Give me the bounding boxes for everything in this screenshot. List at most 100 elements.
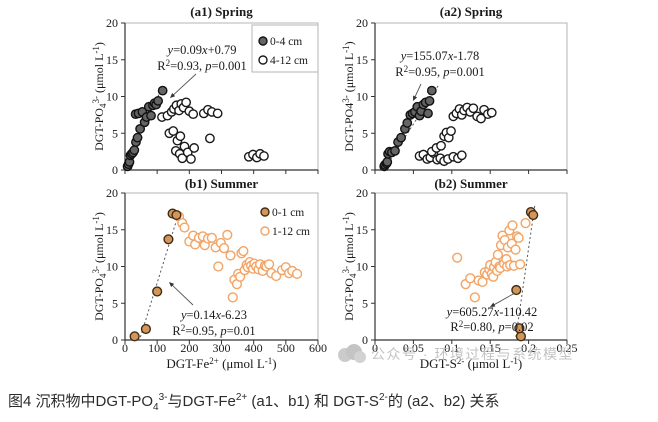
data-point-4-12cm [186, 154, 196, 164]
annotation-arrow [172, 73, 197, 96]
panel-title: (a2) Spring [440, 4, 503, 19]
y-tick-label: 0 [362, 163, 368, 177]
data-point-0-1cm [152, 286, 163, 297]
y-tick-label: 20 [356, 16, 368, 30]
data-point-1-12cm [264, 259, 275, 270]
data-point-1-12cm [507, 220, 518, 231]
data-point-1-12cm [515, 259, 526, 270]
data-point-4-12cm [486, 107, 497, 118]
x-tick-label: 0.1 [444, 341, 459, 355]
y-axis-label: DGT-PO43- (μmol L-1) [91, 42, 108, 151]
y-axis-label: DGT-PO43- (μmol L-1) [341, 41, 356, 151]
regression-equation: y=605.27x-110.42 [445, 305, 538, 319]
panel-title: (a1) Spring [190, 4, 253, 19]
data-point-1-12cm [452, 252, 463, 263]
data-point-0-4cm [402, 118, 413, 128]
y-tick-label: 15 [356, 53, 368, 67]
y-tick-label: 5 [112, 126, 118, 140]
data-point-4-12cm [468, 103, 479, 114]
regression-stats: R2=0.95, p=0.001 [395, 64, 484, 79]
trend-line [139, 211, 180, 338]
y-tick-label: 15 [106, 53, 118, 67]
y-tick-label: 5 [362, 296, 368, 310]
data-point-1-12cm [227, 292, 238, 303]
x-tick-label: 100 [148, 341, 166, 355]
x-tick-label: 0.05 [403, 341, 424, 355]
data-point-0-4cm [382, 157, 393, 167]
caption-segment: 4 [153, 402, 159, 413]
data-point-1-12cm [492, 249, 503, 260]
x-tick-label: 0.25 [557, 341, 578, 355]
data-point-0-4cm [426, 85, 437, 96]
data-point-1-12cm [271, 270, 282, 282]
data-point-0-1cm [140, 323, 152, 335]
x-tick-label: 0.15 [480, 341, 501, 355]
data-point-0-1cm [129, 331, 140, 342]
data-point-0-4cm [153, 96, 164, 106]
data-point-0-4cm [129, 145, 140, 156]
data-point-4-12cm [259, 151, 269, 161]
data-point-4-12cm [189, 143, 200, 153]
regression-equation: y=155.07x-1.78 [399, 49, 480, 63]
legend-marker-filled [260, 207, 270, 217]
y-tick-label: 0 [112, 333, 118, 347]
data-point-1-12cm [179, 222, 190, 233]
y-tick-label: 10 [356, 90, 368, 104]
x-tick-label: 200 [180, 341, 198, 355]
data-point-1-12cm [206, 232, 217, 243]
data-point-0-4cm [132, 132, 143, 143]
caption-segment: 图4 沉积物中DGT-PO [8, 393, 154, 410]
data-point-1-12cm [291, 268, 303, 279]
annotation-arrowhead [170, 92, 176, 98]
y-tick-label: 20 [356, 186, 368, 200]
y-tick-label: 10 [106, 260, 118, 274]
data-point-0-4cm [135, 123, 146, 134]
data-point-4-12cm [456, 150, 467, 161]
legend-marker-filled [258, 36, 268, 46]
y-tick-label: 15 [106, 223, 118, 237]
caption-segment: 与DGT-Fe [167, 393, 236, 410]
plot-frame [374, 22, 568, 171]
x-tick-label: 400 [245, 341, 263, 355]
caption-segment: (a1、b1) 和 DGT-S [247, 393, 379, 410]
data-point-0-1cm [511, 284, 522, 296]
x-tick-label: 500 [277, 341, 295, 355]
y-axis-label: DGT-PO43- (μmol L-1) [341, 212, 358, 321]
data-point-4-12cm [476, 113, 486, 124]
regression-stats: R2=0.95, p=0.01 [172, 323, 255, 338]
y-tick-label: 5 [362, 126, 368, 140]
y-tick-label: 15 [356, 223, 368, 237]
data-point-4-12cm [446, 126, 456, 136]
data-point-4-12cm [181, 97, 192, 108]
y-tick-label: 20 [106, 16, 118, 30]
data-point-0-4cm [146, 110, 156, 121]
data-point-4-12cm [168, 126, 179, 136]
annotation-arrow [414, 83, 422, 98]
data-point-1-12cm [222, 229, 233, 240]
data-point-0-1cm [163, 234, 174, 245]
x-tick-label: 300 [213, 341, 231, 355]
data-point-1-12cm [520, 218, 531, 229]
data-point-0-4cm [423, 108, 433, 119]
regression-stats: R2=0.80, p=0.02 [450, 319, 533, 334]
panel-title: (b2) Summer [434, 176, 508, 191]
regression-equation: y=0.09x+0.79 [166, 43, 237, 57]
x-tick-label: 0 [372, 341, 378, 355]
y-tick-label: 0 [112, 163, 118, 177]
y-tick-label: 10 [356, 260, 368, 274]
legend-label: 0-1 cm [272, 207, 304, 219]
regression-stats: R2=0.93, p=0.001 [157, 58, 246, 73]
annotation-arrowhead [490, 302, 496, 307]
annotation-arrowhead [169, 282, 175, 288]
x-tick-label: 0 [122, 341, 128, 355]
y-tick-label: 10 [106, 90, 118, 104]
x-axis-label: DGT-S2- (μmol L-1) [420, 356, 522, 371]
caption-segment: 2+ [235, 392, 248, 403]
data-point-0-4cm [157, 85, 168, 96]
data-point-1-12cm [238, 245, 249, 257]
x-axis-label: DGT-Fe2+ (μmol L-1) [166, 356, 276, 371]
y-tick-label: 5 [112, 296, 118, 310]
data-point-4-12cm [212, 108, 223, 119]
regression-equation: y=0.14x-6.23 [179, 308, 247, 322]
